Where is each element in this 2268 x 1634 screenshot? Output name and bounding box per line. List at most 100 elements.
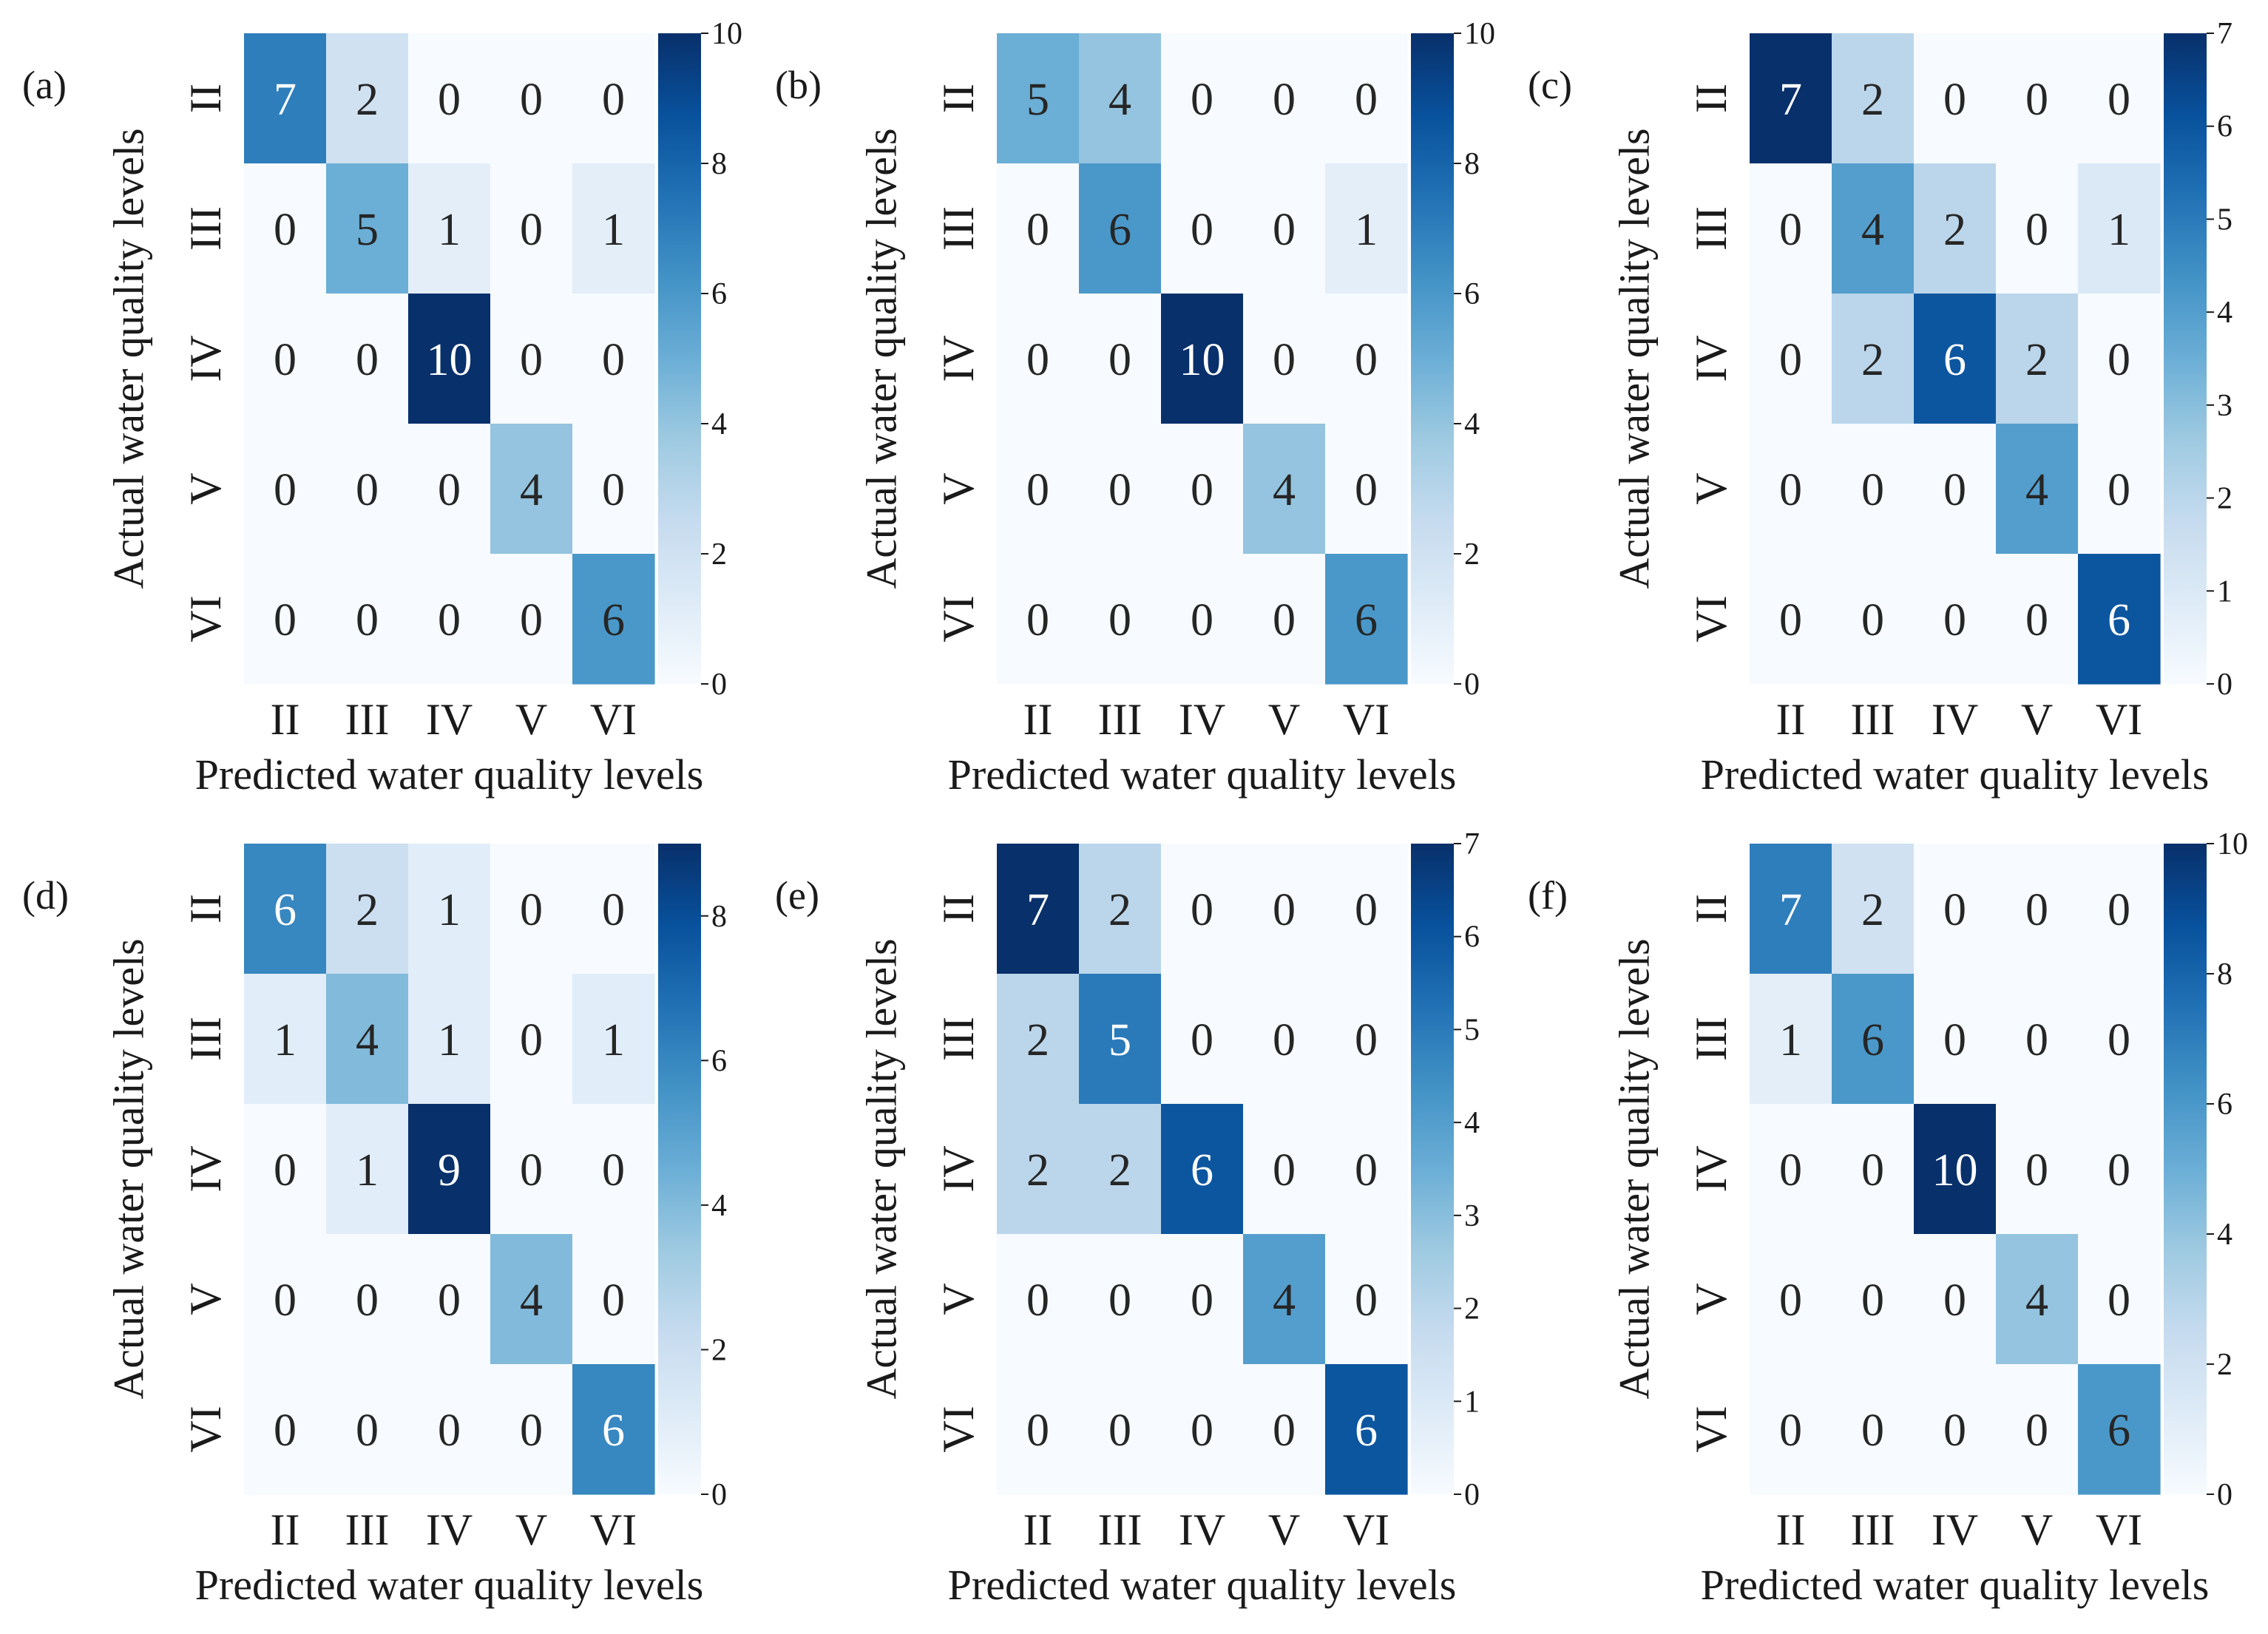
y-tick-label: VI (934, 1406, 983, 1452)
x-tick-label: IV (1932, 1505, 1978, 1554)
y-tick-label: III (181, 206, 230, 251)
cell-value-label: 0 (520, 1145, 543, 1196)
colorbar-tick-label: 6 (711, 1044, 727, 1078)
x-tick-label: II (1776, 695, 1806, 744)
cell-value-label: 0 (1108, 465, 1131, 515)
x-axis-title: Predicted water quality levels (1701, 1561, 2210, 1609)
cell-value-label: 1 (2108, 205, 2130, 255)
cell-value-label: 0 (2108, 885, 2130, 935)
y-tick-label: VI (934, 595, 983, 642)
heatmap-cell (1832, 424, 1915, 555)
heatmap-cell (490, 1234, 573, 1365)
colorbar-tick-label: 2 (711, 1333, 727, 1367)
heatmap-cell (1914, 294, 1997, 424)
cell-value-label: 0 (1355, 1145, 1378, 1196)
colorbar-tick-label: 10 (2217, 827, 2248, 861)
cell-value-label: 6 (1355, 595, 1378, 645)
cell-value-label: 0 (1191, 1275, 1213, 1326)
heatmap-cell (1996, 424, 2079, 555)
y-tick-label: IV (181, 335, 230, 382)
colorbar-tick-label: 2 (2217, 482, 2233, 516)
x-tick-label: IV (1932, 695, 1978, 744)
panel-f: (f) 7 2 0 0 01 6 0 0 00 0 10 0 00 0 0 4 00 0 0 0 6II III IV V VII… (1528, 827, 2248, 1609)
colorbar-tick-label: 2 (1464, 538, 1480, 572)
cell-value-label: 0 (1861, 595, 1884, 645)
x-tick-label: VI (1343, 1505, 1389, 1554)
cell-value-label: 6 (1943, 335, 1966, 385)
cell-value-label: 0 (1026, 205, 1049, 255)
heatmap-cell (1079, 1234, 1162, 1365)
cell-value-label: 7 (274, 75, 297, 125)
cell-value-label: 4 (1108, 75, 1131, 125)
heatmap-cell (2078, 33, 2161, 164)
cell-value-label: 1 (438, 1015, 461, 1065)
x-axis-title: Predicted water quality levels (948, 1561, 1457, 1609)
heatmap-cell (244, 1364, 327, 1495)
x-tick-label: III (1851, 1505, 1895, 1554)
heatmap-cell (408, 294, 491, 424)
cell-value-label: 2 (1026, 1015, 1049, 1065)
heatmap-cell (1914, 1364, 1997, 1495)
cell-value-label: 9 (438, 1145, 461, 1196)
y-axis-title: Actual water quality levels (1610, 938, 1658, 1399)
cell-value-label: 0 (1273, 1015, 1296, 1065)
cell-value-label: 0 (1273, 335, 1296, 385)
y-tick-label: IV (181, 1145, 230, 1192)
colorbar-tick-label: 0 (2217, 668, 2233, 702)
cell-value-label: 0 (438, 75, 461, 125)
cell-value-label: 0 (602, 1275, 625, 1326)
cell-value-label: 0 (438, 1275, 461, 1326)
cell-value-label: 0 (602, 885, 625, 935)
heatmap-cell (1243, 844, 1326, 974)
panel-d: (d) 6 2 1 0 01 4 1 0 10 1 9 0 00 0 0 4 00 0 0 0 6II III IV V VIII… (22, 844, 727, 1609)
heatmap-cell (1750, 163, 1832, 294)
cell-value-label: 0 (356, 465, 379, 515)
x-tick-label: VI (2096, 695, 2142, 744)
colorbar (658, 33, 701, 684)
cell-value-label: 0 (2108, 465, 2130, 515)
heatmap-cell (1750, 844, 1832, 974)
cell-value-label: 0 (1108, 1406, 1131, 1456)
heatmap-cell (490, 974, 573, 1105)
cell-value-label: 5 (1108, 1015, 1131, 1065)
cell-value-label: 0 (356, 595, 379, 645)
heatmap-cell (1079, 424, 1162, 555)
cell-value-label: 0 (520, 1015, 543, 1065)
cell-value-label: 1 (602, 205, 625, 255)
cell-value-label: 0 (1861, 1275, 1884, 1326)
heatmap-cell (1914, 33, 1997, 164)
heatmap-cell (1325, 974, 1408, 1105)
x-axis-title: Predicted water quality levels (948, 750, 1457, 799)
cell-value-label: 0 (2025, 595, 2048, 645)
cell-value-label: 7 (1026, 885, 1049, 935)
heatmap-cell (490, 1364, 573, 1495)
cell-value-label: 4 (520, 465, 543, 515)
y-axis-title: Actual water quality levels (104, 938, 152, 1399)
cell-value-label: 0 (1779, 465, 1802, 515)
colorbar-tick-label: 1 (1464, 1385, 1480, 1419)
cell-value-label: 0 (274, 1145, 297, 1196)
heatmap-cell (2078, 1104, 2161, 1235)
panel-label: (a) (22, 63, 67, 107)
cell-value-label: 0 (1191, 1406, 1213, 1456)
x-tick-label: II (1776, 1505, 1806, 1554)
cell-value-label: 0 (1108, 335, 1131, 385)
y-tick-label: IV (1687, 335, 1736, 382)
heatmap-cell (1243, 33, 1326, 164)
cell-value-label: 0 (2025, 75, 2048, 125)
heatmap-cell (1161, 1104, 1244, 1235)
y-tick-label: II (181, 894, 230, 923)
heatmap-cell (1161, 163, 1244, 294)
heatmap-cell (1832, 1364, 1915, 1495)
heatmap-cell (2078, 1234, 2161, 1365)
cell-value-label: 0 (1355, 1275, 1378, 1326)
cell-value-label: 0 (1273, 75, 1296, 125)
cell-value-label: 0 (1779, 1275, 1802, 1326)
cell-value-label: 0 (1273, 595, 1296, 645)
x-tick-label: II (1023, 1505, 1053, 1554)
cell-value-label: 2 (1108, 1145, 1131, 1196)
heatmap-cell (408, 974, 491, 1105)
heatmap-cell (326, 974, 409, 1105)
colorbar-tick-label: 6 (711, 277, 727, 311)
cell-value-label: 0 (520, 595, 543, 645)
